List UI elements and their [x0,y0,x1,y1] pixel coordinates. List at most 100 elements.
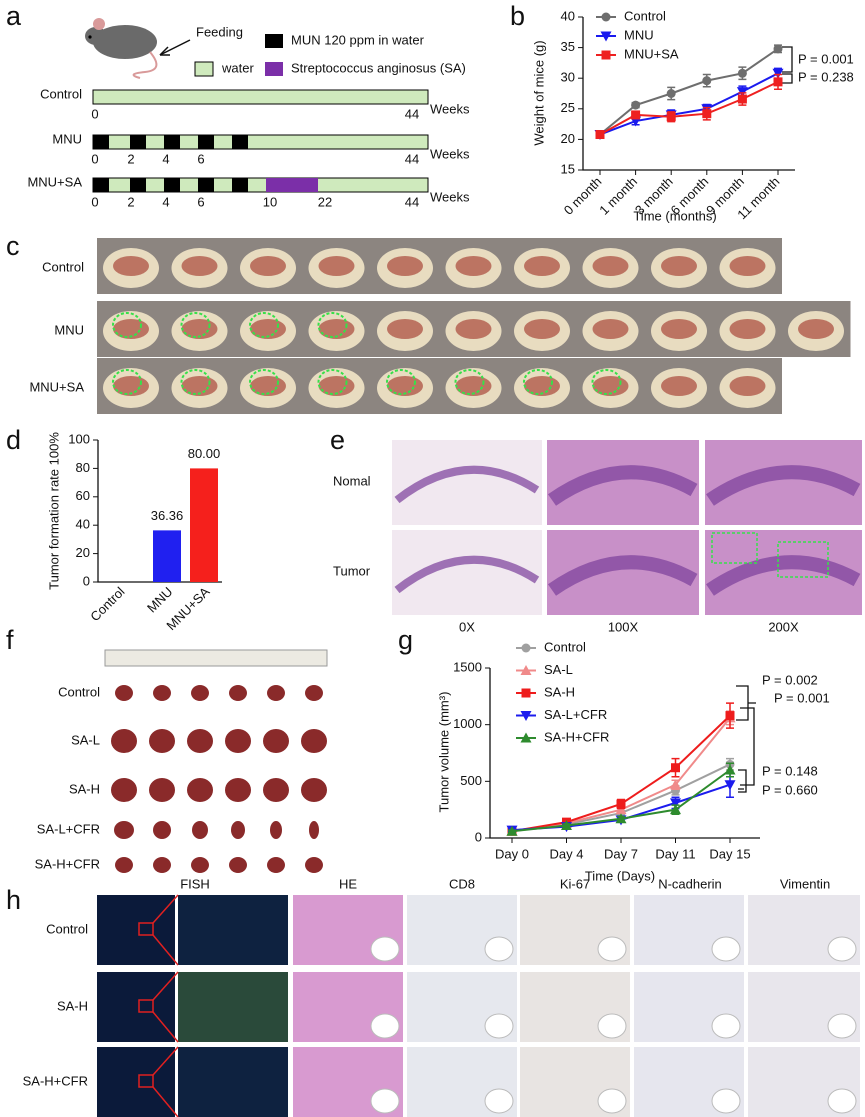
marker [702,76,712,86]
tumor [191,857,209,873]
legend-label: Control [544,639,586,654]
column-label: 0X [459,619,475,634]
marker [671,763,680,773]
x-tick-label: Control [87,584,127,624]
mnu-segment [232,135,248,149]
marker [521,643,531,653]
inset [597,1013,627,1039]
week-tick-label: 22 [318,194,332,209]
row-label: SA-H+CFR [23,1073,88,1088]
stomach-photo [113,256,149,276]
y-tick-label: 35 [561,39,575,54]
tissue [547,465,698,506]
tissue [547,555,698,596]
legend-swatch [265,62,283,76]
zoom-lines [152,894,179,966]
mnu-segment [130,178,146,192]
tumor-circle [454,369,485,395]
tumor [149,729,175,753]
y-axis-title: Tumor formation rate 100% [46,432,61,590]
bar [190,468,218,582]
tumor [263,778,289,802]
mnu-segment [164,178,180,192]
stomach-photo [524,256,560,276]
marker [600,31,612,42]
week-tick-label: 44 [405,194,419,209]
annotation: P = 0.660 [762,782,818,797]
tumor [115,685,133,701]
y-tick-label: 60 [76,488,90,503]
unit-label: Weeks [430,189,470,204]
legend-label: SA-L+CFR [544,707,607,722]
marker [702,109,712,119]
tissue [706,555,861,596]
marker [724,780,736,791]
tumor [301,778,327,802]
y-tick-label: 1500 [453,659,482,674]
feeding-label: Feeding [196,24,243,39]
stomach-photo [661,376,697,396]
x-tick-label: 0 month [561,174,605,218]
stomach-photo [729,256,766,276]
tumor [263,729,289,753]
significance-bracket [736,685,756,793]
panel-label: f [6,625,14,655]
zoom-lines [152,1046,179,1117]
marker [601,12,611,22]
y-tick-label: 20 [76,545,90,560]
column-label: Ki-67 [560,876,590,891]
tumor-circle [180,312,211,338]
stomach-photo [524,319,560,339]
series-line [599,80,779,136]
column-label: 100X [608,619,639,634]
row-label: MNU+SA [27,174,82,189]
stomach-photo [250,256,286,276]
x-axis-title: Time (months) [633,208,716,223]
column-label: FISH [180,876,210,891]
marker [773,77,783,87]
panel-label: h [6,885,21,915]
legend-label: SA-H+CFR [544,729,609,744]
mnu-segment [198,135,214,149]
tumor [267,857,285,873]
tumor [114,821,134,839]
stomach-photo [387,256,423,276]
inset [597,1088,627,1114]
x-tick-label: Day 11 [655,846,695,861]
zoom-lines [152,971,179,1043]
y-tick-label: 0 [475,829,482,844]
week-tick-label: 0 [91,194,98,209]
tumor-circle [386,369,416,395]
week-tick-label: 2 [127,194,134,209]
marker [670,804,681,815]
y-tick-label: 20 [561,131,575,146]
roi-box [777,541,829,578]
tumor-circle [112,312,142,338]
week-tick-label: 6 [197,194,204,209]
tumor-circle [523,369,553,395]
week-tick-label: 10 [263,194,277,209]
marker [724,764,736,775]
zoom-box [138,1074,154,1088]
inset [827,936,857,962]
sa-segment [266,178,318,192]
legend-label: Streptococcus anginosus (SA) [291,60,466,75]
marker [631,100,641,110]
tumor-circle [317,369,348,395]
stain-image [178,972,288,1042]
tumor [301,729,327,753]
y-tick-label: 15 [561,161,575,176]
week-tick-label: 4 [162,151,169,166]
week-tick-label: 44 [405,151,419,166]
column-label: CD8 [449,876,475,891]
stomach-photo [387,319,423,339]
tumor [225,778,251,802]
mnu-segment [93,135,109,149]
y-tick-label: 80 [76,460,90,475]
tumor [153,821,171,839]
week-tick-label: 4 [162,194,169,209]
marker [773,44,783,54]
column-label: N-cadherin [658,876,722,891]
axis-line [582,17,795,171]
row-label: Control [58,684,100,699]
